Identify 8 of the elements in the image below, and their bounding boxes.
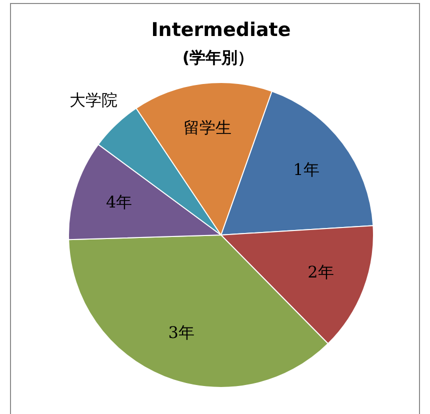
slice-label: 大学院: [70, 90, 118, 110]
slice-label: 2年: [308, 262, 334, 282]
slice-label: 1年: [293, 160, 320, 179]
chart-title: Intermediate: [151, 18, 291, 41]
slice-label: 留学生: [184, 118, 232, 138]
slice-label: 3年: [168, 323, 194, 342]
slice-label: 4年: [106, 192, 132, 212]
chart-subtitle: (学年別）: [182, 48, 254, 68]
